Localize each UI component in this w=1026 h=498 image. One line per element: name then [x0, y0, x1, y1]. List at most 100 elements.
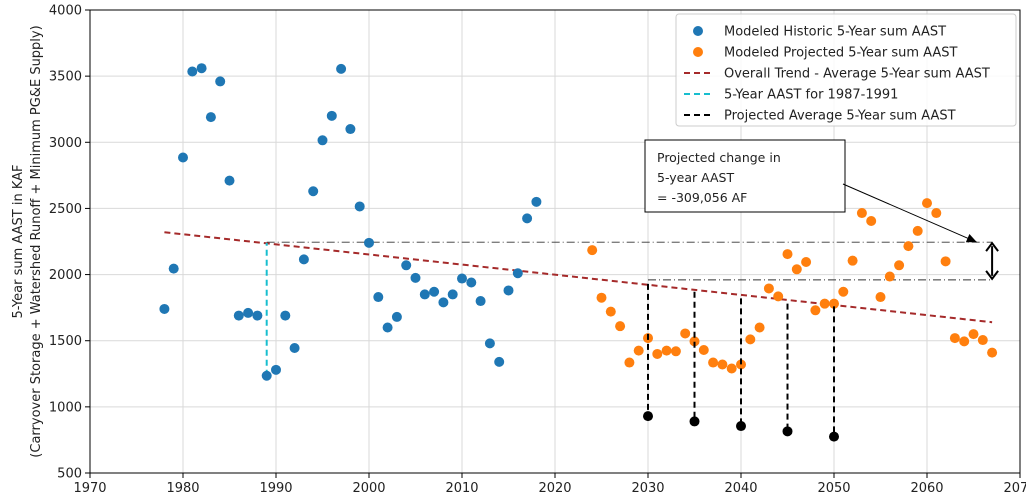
legend-box [675, 13, 1017, 127]
projected-point [838, 286, 849, 297]
projected-point [680, 328, 691, 339]
y-tick-label: 500 [57, 467, 82, 482]
historic-point [447, 289, 458, 300]
projected-point [810, 305, 821, 316]
projected-point [922, 198, 932, 209]
projected-point [736, 359, 746, 370]
historic-point [298, 254, 309, 265]
projected-point [847, 255, 858, 266]
series-group [159, 63, 998, 381]
projected-average-point [643, 411, 653, 422]
y-tick-label: 3500 [49, 70, 82, 85]
projected-point [689, 336, 700, 347]
projected-point [987, 347, 998, 358]
historic-point [429, 286, 440, 297]
x-tick-label: 2070 [1003, 481, 1026, 496]
historic-point [419, 289, 430, 300]
x-tick-label: 1990 [259, 481, 292, 496]
projected-point [875, 292, 886, 303]
projected-point [894, 260, 905, 271]
projected-average-point [689, 416, 700, 427]
historic-point [512, 268, 523, 279]
historic-point [215, 76, 226, 87]
historic-point [308, 186, 319, 197]
legend-1987-1991-label: 5-Year AAST for 1987-1991 [724, 88, 898, 103]
projected-point [698, 344, 709, 355]
historic-point [289, 342, 300, 353]
projected-point [615, 321, 626, 332]
legend-trend-label: Overall Trend - Average 5-Year sum AAST [724, 67, 990, 82]
projected-point [596, 292, 607, 303]
axes: 1970 1980 1990 2000 2010 2020 2030 2040 2050 2060… [49, 4, 1026, 497]
projected-point [959, 336, 970, 347]
annotation-text: 5-year AAST [657, 170, 734, 185]
historic-point [326, 110, 337, 121]
overall-trend-line [164, 231, 993, 324]
projected-point [717, 359, 728, 370]
projected-point [763, 283, 774, 294]
historic-point [280, 310, 291, 321]
y-tick-label: 2000 [49, 268, 82, 283]
projected-point [587, 245, 598, 256]
historic-point [205, 112, 216, 123]
historic-point [224, 175, 235, 186]
projected-average-point [736, 421, 746, 432]
projected-point [884, 271, 895, 282]
x-tick-label: 1980 [166, 481, 199, 496]
historic-point [187, 66, 198, 77]
x-tick-label: 2050 [817, 481, 850, 496]
historic-point [168, 263, 179, 274]
historic-point [494, 356, 505, 367]
historic-point [178, 152, 188, 163]
projected-point [754, 322, 765, 333]
legend: Modeled Historic 5-Year sum AAST Modeled … [675, 13, 1017, 127]
projected-average-point [782, 426, 793, 437]
historic-point [522, 213, 533, 224]
x-tick-label: 2020 [538, 481, 571, 496]
historic-point [373, 292, 384, 303]
historic-point [364, 237, 374, 248]
historic-point [196, 63, 207, 74]
projected-point [931, 208, 942, 219]
change-arrow-head-bottom [985, 270, 999, 281]
trend-line-group [164, 231, 993, 376]
x-tick-label: 1970 [73, 481, 106, 496]
y-tick-label: 3000 [49, 136, 82, 151]
legend-projected-label: Modeled Projected 5-Year sum AAST [724, 46, 958, 61]
annotation-box [644, 139, 846, 213]
projected-point [773, 291, 784, 302]
projected-point [856, 208, 867, 219]
annotation-arrow-head [965, 234, 977, 243]
historic-point [475, 296, 486, 307]
historic-point [484, 338, 495, 349]
historic-point [243, 307, 254, 318]
y-tick-label: 4000 [49, 4, 82, 19]
historic-point [233, 310, 244, 321]
x-tick-label: 2000 [352, 481, 385, 496]
projected-point [912, 225, 923, 236]
projected-point [968, 329, 979, 340]
historic-point [317, 135, 328, 146]
historic-point [382, 322, 393, 333]
historic-point [252, 310, 263, 321]
projected-point [605, 306, 616, 317]
historic-point [391, 311, 402, 322]
legend-historic-label: Modeled Historic 5-Year sum AAST [724, 25, 946, 40]
projected-average-lines [643, 283, 839, 442]
y-axis-label-sub: (Carryover Storage + Watershed Runoff + … [29, 25, 44, 457]
historic-point [466, 277, 477, 288]
projected-point [791, 264, 802, 275]
y-tick-label: 1000 [49, 400, 82, 415]
projected-point [819, 298, 830, 309]
historic-point [271, 364, 281, 375]
historic-point [261, 370, 272, 381]
historic-point [159, 303, 170, 314]
projected-point [903, 241, 914, 252]
projected-average-point [829, 431, 839, 442]
projected-point [949, 333, 960, 344]
projected-point [670, 346, 681, 357]
historic-point [336, 63, 347, 74]
annotation-text: = -309,056 AF [657, 190, 747, 205]
legend-projected-marker [693, 47, 703, 57]
